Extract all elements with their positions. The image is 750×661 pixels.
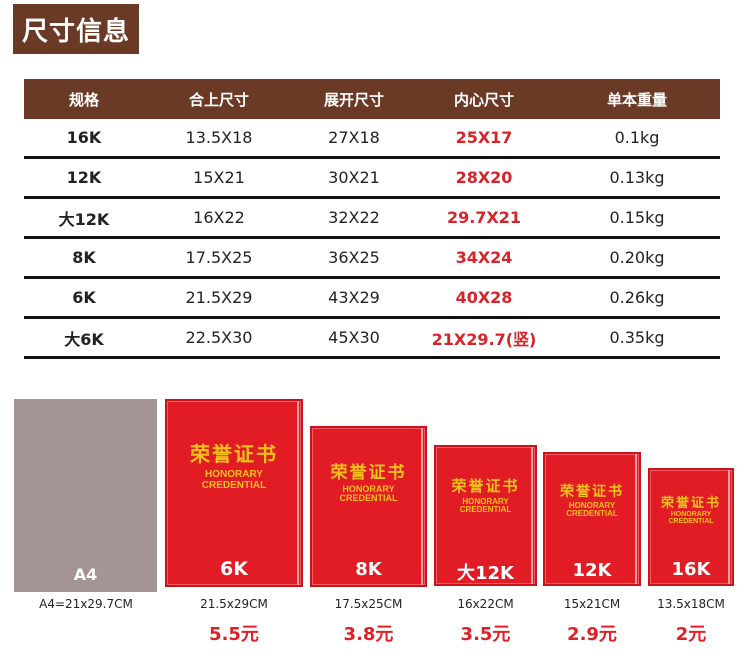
book-dimensions: 17.5x25CM [334,597,403,611]
cover-title-cn: 荣誉证书 [560,484,624,500]
cell-inner-size: 28X20 [455,168,513,187]
book-label: 8K [355,559,382,580]
size-table: 规格 合上尺寸 展开尺寸 内心尺寸 单本重量 16K 13.5X18 27X18… [24,79,720,359]
cover-title-en-1: HONORARY [670,511,712,518]
cover-title-en-2: CREDENTIAL [459,505,512,514]
book-dimensions: 15x21CM [563,597,621,611]
book-dimensions: 21.5x29CM [200,597,268,611]
cell-open-size: 32X22 [328,208,380,227]
book-dimensions: 16x22CM [457,597,514,611]
cell-spec: 6K [72,288,96,307]
book-price: 2.9元 [567,624,617,645]
cell-spec: 16K [66,128,102,147]
book-dimensions: A4=21x29.7CM [39,597,133,611]
cover-title-en-1: HONORARY [205,469,263,480]
cell-weight: 0.13kg [609,168,665,187]
book-label: 大12K [457,563,514,584]
book-size-comparison: A4 A4=21x29.7CM 荣誉证书 HONORARY CREDENTIAL… [0,396,750,661]
book-16k: 荣誉证书 HONORARY CREDENTIAL 16K [648,468,734,586]
cover-title-en-2: CREDENTIAL [201,480,267,491]
cell-weight: 0.15kg [609,208,665,227]
cover-title-en-1: HONORARY [462,497,509,506]
cover-title-cn: 荣誉证书 [451,477,520,495]
cover-title-en-2: CREDENTIAL [668,518,714,525]
cover-title-en-2: CREDENTIAL [566,509,618,518]
col-header-open-size: 展开尺寸 [323,90,384,109]
book-price: 2元 [675,624,707,645]
cell-weight: 0.20kg [609,248,665,267]
cell-spec: 大12K [58,209,110,229]
book-large-12k: 荣誉证书 HONORARY CREDENTIAL 大12K [434,445,537,586]
table-row: 16K 13.5X18 27X18 25X17 0.1kg [24,119,720,159]
book-price: 3.5元 [460,624,511,645]
cell-inner-size: 25X17 [455,128,513,147]
cover-title-en-1: HONORARY [568,501,616,510]
cell-closed-size: 22.5X30 [185,328,253,347]
cell-open-size: 45X30 [328,328,380,347]
table-row: 大6K 22.5X30 45X30 21X29.7(竖) 0.35kg [24,319,720,359]
book-12k: 荣誉证书 HONORARY CREDENTIAL 12K [543,452,641,586]
book-label: A4 [73,565,98,584]
cover-title-cn: 荣誉证书 [190,442,278,466]
cell-weight: 0.26kg [609,288,665,307]
book-price: 5.5元 [209,624,259,645]
cover-title-cn: 荣誉证书 [660,496,721,511]
table-row: 8K 17.5X25 36X25 34X24 0.20kg [24,239,720,279]
col-header-inner-size: 内心尺寸 [453,90,514,109]
cell-inner-size: 21X29.7(竖) [431,329,537,349]
table-row: 6K 21.5X29 43X29 40X28 0.26kg [24,279,720,319]
book-8k: 荣誉证书 HONORARY CREDENTIAL 8K [310,426,427,587]
book-label: 16K [671,559,711,580]
section-title: 尺寸信息 [13,4,139,54]
col-header-weight: 单本重量 [606,90,667,109]
cover-title-en-2: CREDENTIAL [339,493,398,503]
book-label: 12K [572,560,612,581]
cell-closed-size: 21.5X29 [185,288,253,307]
cell-closed-size: 17.5X25 [185,248,253,267]
cell-open-size: 36X25 [328,248,380,267]
cell-closed-size: 13.5X18 [185,128,253,147]
cover-title-en-1: HONORARY [342,484,395,494]
cell-open-size: 30X21 [328,168,380,187]
table-header: 规格 合上尺寸 展开尺寸 内心尺寸 单本重量 [24,79,720,119]
cell-spec: 大6K [64,329,104,349]
cell-weight: 0.1kg [614,128,660,147]
col-header-spec: 规格 [68,90,99,109]
cell-weight: 0.35kg [609,328,665,347]
a4-reference-sheet: A4 [14,399,157,592]
cell-closed-size: 16X22 [193,208,245,227]
book-6k: 荣誉证书 HONORARY CREDENTIAL 6K [165,399,303,587]
cell-spec: 8K [72,248,96,267]
book-price: 3.8元 [343,624,394,645]
cell-open-size: 27X18 [328,128,380,147]
cover-title-cn: 荣誉证书 [330,463,407,483]
cell-inner-size: 34X24 [455,248,513,267]
book-label: 6K [220,558,248,580]
cell-open-size: 43X29 [328,288,380,307]
table-row: 12K 15X21 30X21 28X20 0.13kg [24,159,720,199]
cell-inner-size: 29.7X21 [446,208,522,227]
col-header-closed-size: 合上尺寸 [188,90,249,109]
table-row: 大12K 16X22 32X22 29.7X21 0.15kg [24,199,720,239]
cell-inner-size: 40X28 [455,288,513,307]
book-dimensions: 13.5x18CM [657,597,725,611]
cell-spec: 12K [66,168,102,187]
cell-closed-size: 15X21 [193,168,245,187]
